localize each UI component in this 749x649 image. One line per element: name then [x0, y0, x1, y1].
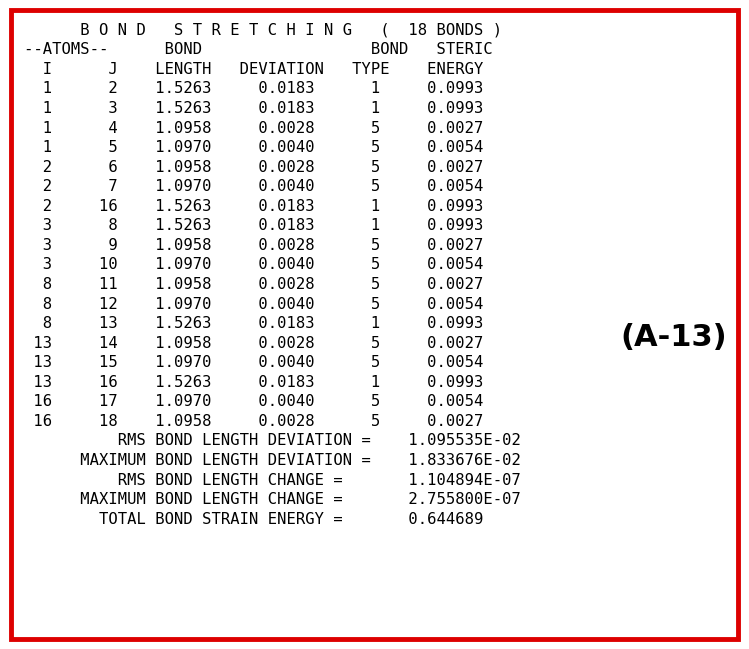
Text: B O N D   S T R E T C H I N G   (  18 BONDS )
--ATOMS--      BOND               : B O N D S T R E T C H I N G ( 18 BONDS )… — [24, 23, 521, 527]
Text: (A-13): (A-13) — [621, 323, 727, 352]
